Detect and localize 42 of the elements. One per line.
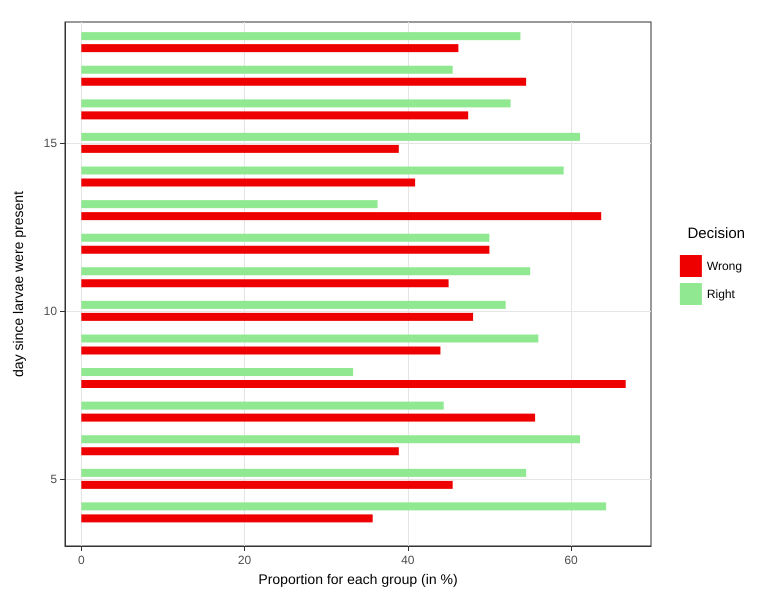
bar <box>81 346 440 354</box>
bar <box>81 368 354 376</box>
bar <box>81 111 468 120</box>
bar <box>81 402 444 410</box>
bar <box>81 447 399 456</box>
y-tick-label: 5 <box>50 472 58 486</box>
x-tick-label: 40 <box>401 553 415 567</box>
bar <box>81 212 602 220</box>
bar <box>81 414 536 422</box>
bar <box>81 480 453 489</box>
legend-label: Wrong <box>706 259 742 273</box>
bar <box>81 32 520 40</box>
bar <box>81 44 458 52</box>
bar <box>81 468 526 477</box>
bar <box>81 267 530 276</box>
legend-label: Right <box>706 287 736 301</box>
bar <box>81 66 453 74</box>
x-tick-label: 0 <box>78 553 85 567</box>
x-tick-label: 60 <box>564 553 578 567</box>
x-axis-title: Proportion for each group (in %) <box>258 571 458 587</box>
bar <box>81 435 580 444</box>
bar <box>81 78 526 86</box>
bar <box>81 380 626 388</box>
bar <box>81 132 580 141</box>
bar <box>81 300 506 309</box>
x-tick-label: 20 <box>238 553 252 567</box>
bar <box>81 99 511 108</box>
bar <box>81 234 490 242</box>
bar <box>81 502 606 510</box>
bar <box>81 144 399 153</box>
bar <box>81 514 373 522</box>
bar <box>81 166 564 175</box>
bar <box>81 279 449 288</box>
y-axis-title: day since larvae were present <box>10 190 26 377</box>
y-tick-label: 15 <box>44 136 58 150</box>
y-tick-label: 10 <box>44 304 58 318</box>
bar <box>81 312 474 321</box>
bar <box>81 178 416 187</box>
bar <box>81 334 538 342</box>
bar <box>81 246 490 254</box>
bar <box>81 200 378 208</box>
legend-title: Decision <box>687 225 746 242</box>
